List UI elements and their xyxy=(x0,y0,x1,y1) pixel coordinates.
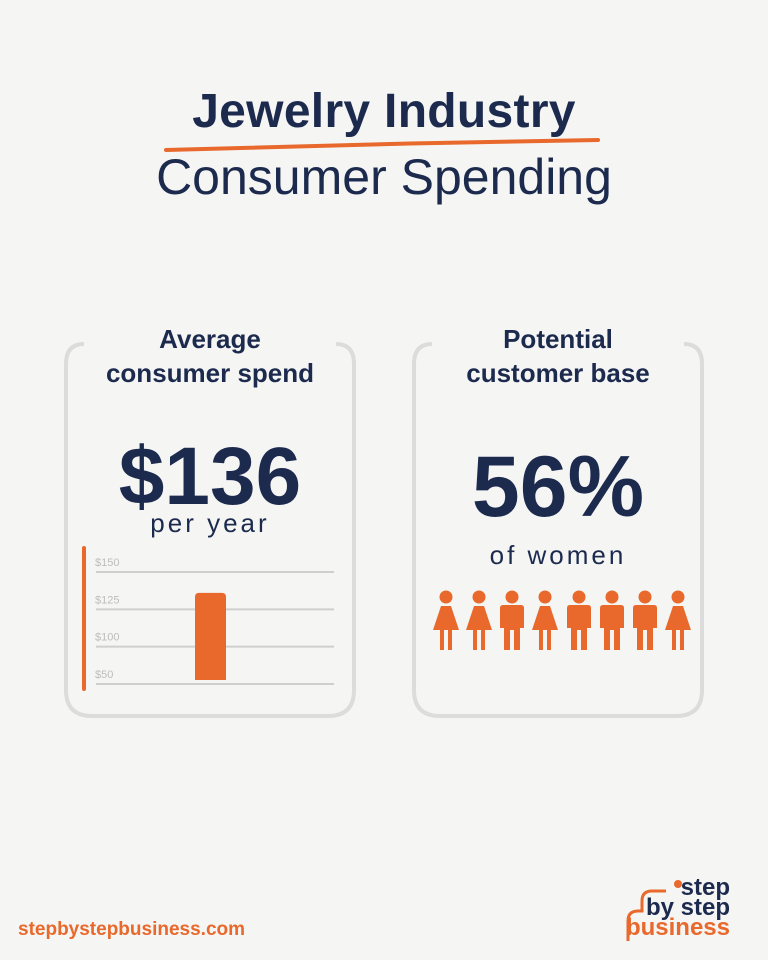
logo-text-business: business xyxy=(625,914,730,941)
chart-tick-label: $100 xyxy=(95,632,119,644)
logo-steps-icon xyxy=(626,880,682,941)
male-icon xyxy=(598,590,626,652)
chart-tick-label: $50 xyxy=(95,669,113,681)
female-icon xyxy=(664,590,692,652)
chart-tick-label: $150 xyxy=(95,557,119,569)
female-icon xyxy=(531,590,559,652)
brand-logo: step by step business xyxy=(620,875,750,945)
female-icon xyxy=(465,590,493,652)
customer-base-title-line-1: Potential xyxy=(503,324,613,354)
chart-axis-line xyxy=(82,546,86,691)
customer-base-caption: of women xyxy=(489,540,627,570)
customer-base-title-line-2: customer base xyxy=(466,358,650,388)
customer-base-card xyxy=(410,340,706,720)
footer-url: stepbystepbusiness.com xyxy=(18,919,246,940)
logo-text-step: step xyxy=(680,874,730,901)
title-underline xyxy=(164,138,600,152)
people-icons-row xyxy=(432,590,692,652)
spend-card xyxy=(62,340,358,720)
chart-tick-label: $125 xyxy=(95,594,119,606)
spend-card-title-line-1: Average xyxy=(159,324,261,354)
customer-base-card-frame xyxy=(412,342,704,718)
logo-text-by-step: by step xyxy=(645,894,730,921)
page-title-line-2: Consumer Spending xyxy=(156,149,612,205)
spend-bar-chart: $50 $100 $125 $150 xyxy=(82,546,334,691)
spend-value: $136 xyxy=(118,431,302,522)
female-icon xyxy=(432,590,460,652)
male-icon xyxy=(565,590,593,652)
customer-base-value: 56% xyxy=(471,439,645,535)
male-icon xyxy=(498,590,526,652)
male-icon xyxy=(631,590,659,652)
spend-card-title-line-2: consumer spend xyxy=(105,358,315,388)
spend-card-frame xyxy=(64,342,356,718)
spend-caption: per year xyxy=(150,508,270,538)
chart-bar xyxy=(195,592,226,680)
page-title-line-1: Jewelry Industry xyxy=(192,85,576,138)
